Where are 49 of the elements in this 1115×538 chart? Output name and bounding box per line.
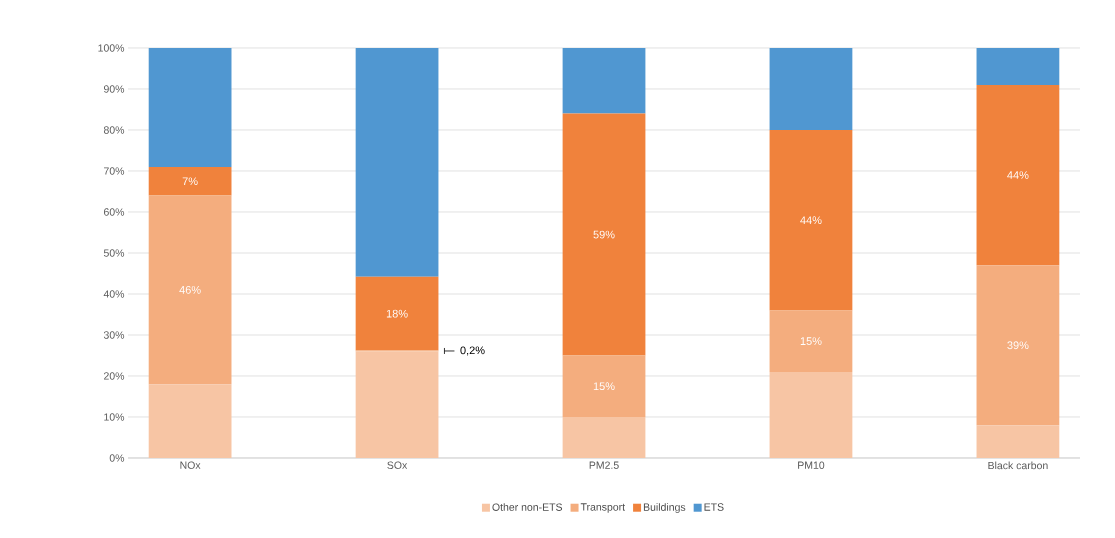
y-tick-label: 70%	[104, 167, 125, 175]
x-tick-label: PM2.5	[589, 461, 619, 469]
y-tick-label: 90%	[103, 85, 125, 93]
data-label: 44%	[1007, 171, 1029, 179]
data-label: 18%	[386, 309, 408, 318]
data-label: 46%	[179, 285, 201, 294]
bar	[148, 47, 232, 167]
y-tick-label: 0%	[109, 454, 125, 462]
bar	[769, 129, 853, 311]
x-tick-label: NOx	[180, 461, 201, 469]
y-tick-label: 30%	[103, 331, 125, 339]
legend-label: ETS	[704, 503, 724, 511]
y-tick-label: 100%	[98, 44, 125, 52]
data-label: 15%	[800, 337, 822, 346]
bar	[769, 310, 853, 372]
y-tick-label: 60%	[104, 208, 125, 216]
bar	[769, 47, 853, 130]
bar	[976, 47, 1060, 85]
y-tick-label: 50%	[103, 249, 125, 257]
bar	[769, 371, 853, 458]
data-label: 59%	[593, 230, 615, 239]
x-tick-label: SOx	[387, 461, 408, 469]
bar	[148, 166, 232, 196]
legend-label: Transport	[580, 503, 625, 513]
data-label: 44%	[800, 216, 822, 225]
bar	[355, 351, 439, 458]
y-tick-label: 80%	[103, 126, 125, 134]
bar	[355, 47, 439, 277]
legend-label: Buildings	[643, 503, 686, 513]
bar	[148, 195, 232, 385]
data-label: 7%	[182, 177, 198, 186]
bar	[976, 265, 1060, 426]
data-label: 0,2%	[460, 346, 485, 356]
y-tick-label: 10%	[104, 413, 125, 421]
bar	[562, 355, 646, 417]
x-tick-label: Black carbon	[988, 461, 1048, 470]
bar	[562, 113, 646, 356]
data-label: 39%	[1007, 341, 1029, 350]
y-tick-label: 40%	[103, 290, 125, 298]
bar	[562, 47, 646, 114]
legend-label: Other non-ETS	[492, 503, 563, 511]
y-tick-label: 20%	[104, 372, 125, 380]
bar	[355, 276, 439, 351]
data-label: 15%	[593, 382, 615, 391]
bar	[976, 425, 1060, 458]
bar	[976, 84, 1060, 266]
bar	[562, 416, 646, 458]
x-tick-label: PM10	[798, 461, 825, 469]
bar	[148, 384, 232, 458]
